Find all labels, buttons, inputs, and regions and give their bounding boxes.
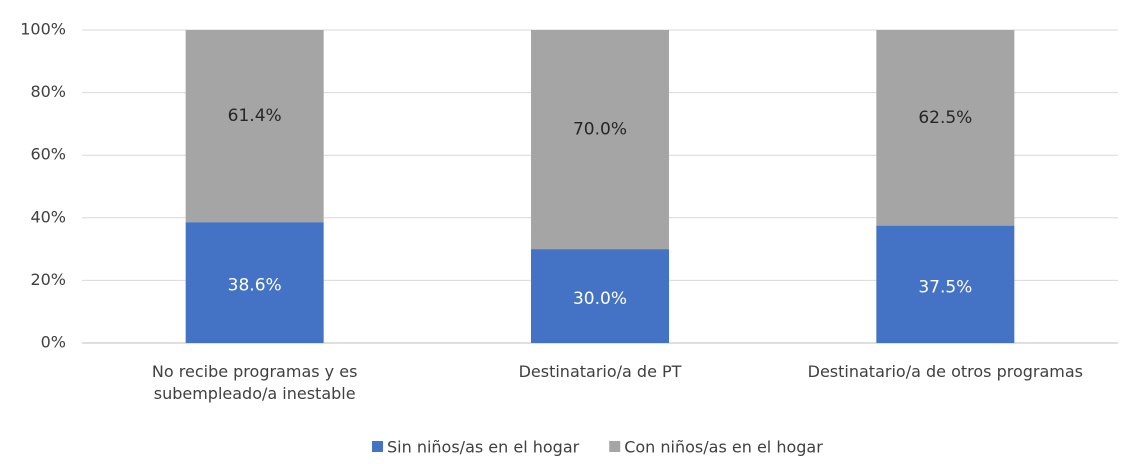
y-tick-label: 0% <box>41 333 66 352</box>
data-label: 30.0% <box>573 289 627 309</box>
legend-label: Sin niños/as en el hogar <box>387 438 580 457</box>
y-tick-label: 60% <box>30 145 66 164</box>
bar-segment <box>531 30 669 250</box>
data-label: 70.0% <box>573 120 627 140</box>
bar-segment <box>876 225 1015 343</box>
y-tick-label: 20% <box>30 270 66 289</box>
y-tick-label: 100% <box>20 20 66 39</box>
bar-segment <box>876 30 1015 226</box>
legend-swatch <box>609 441 621 452</box>
y-tick-label: 80% <box>30 82 66 101</box>
bar-segment <box>185 222 324 343</box>
bar-segment <box>531 249 669 343</box>
data-label: 38.6% <box>228 276 282 296</box>
bar-segment <box>185 30 324 223</box>
x-tick-label: Destinatario/a de otros programas <box>807 362 1083 381</box>
legend-label: Con niños/as en el hogar <box>624 438 823 457</box>
legend-swatch <box>372 441 383 452</box>
data-label: 37.5% <box>918 277 972 297</box>
data-label: 61.4% <box>228 106 282 126</box>
x-tick-label: No recibe programas y es subempleado/a i… <box>151 362 358 403</box>
x-tick-label: Destinatario/a de PT <box>518 362 682 381</box>
y-tick-label: 40% <box>30 207 66 226</box>
data-label: 62.5% <box>918 108 972 128</box>
